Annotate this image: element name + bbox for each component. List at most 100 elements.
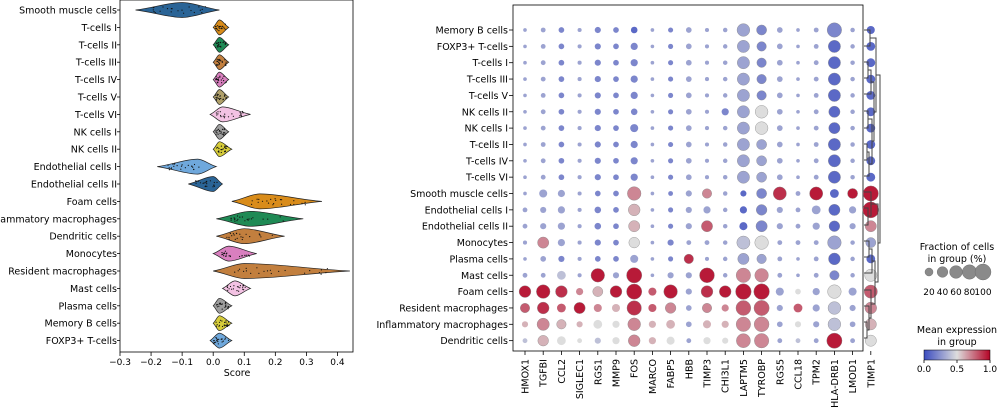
dot — [793, 303, 803, 313]
violin-point — [218, 63, 220, 65]
violin-point — [215, 131, 217, 133]
violin-point — [225, 325, 227, 327]
dot — [756, 204, 768, 216]
dendro-link — [876, 74, 881, 244]
violin-point — [250, 272, 252, 274]
violin-point — [170, 11, 172, 13]
dot — [628, 237, 640, 249]
dot — [754, 268, 769, 283]
dotplot-gene-label: FOS — [630, 359, 641, 378]
violin-point — [237, 270, 239, 272]
violin-point — [216, 324, 218, 326]
dot — [592, 286, 604, 297]
dot — [722, 273, 728, 278]
dot — [523, 93, 527, 98]
violin-point — [245, 233, 247, 235]
dot — [668, 76, 674, 82]
violin-point — [227, 308, 229, 310]
dot — [866, 42, 876, 51]
violin-body — [188, 176, 224, 192]
dotplot-row-label: NK cells I — [465, 124, 508, 135]
violin-point — [215, 321, 217, 323]
dot — [850, 256, 855, 262]
violin-point — [221, 341, 223, 343]
violin-point — [176, 165, 178, 167]
dot — [776, 304, 783, 312]
dot — [650, 28, 655, 32]
size-legend-dot — [924, 267, 934, 277]
dot — [612, 320, 620, 328]
dot — [540, 76, 546, 82]
dot — [813, 109, 819, 115]
violin-category-label: Plasma cells — [58, 301, 117, 312]
dot — [685, 190, 692, 197]
violin-point — [234, 271, 236, 273]
violin-point — [215, 341, 217, 343]
dot — [594, 206, 602, 214]
violin-point — [278, 270, 280, 272]
dot — [776, 206, 783, 213]
dot — [613, 190, 619, 197]
violin-point — [193, 11, 195, 14]
violin-point — [225, 63, 227, 65]
dot — [685, 59, 692, 66]
dot — [722, 76, 728, 82]
dot — [813, 256, 819, 262]
violin-point — [242, 286, 244, 288]
dot — [518, 285, 532, 298]
dot — [522, 240, 528, 245]
dot — [628, 334, 641, 347]
dot — [536, 284, 551, 299]
violin-point — [168, 169, 170, 171]
dot — [613, 76, 619, 82]
violin-point — [224, 82, 226, 84]
dot — [650, 142, 655, 147]
dot — [722, 191, 728, 196]
dot — [557, 303, 566, 313]
violin-point — [224, 250, 226, 252]
dot — [828, 56, 841, 70]
violin-point — [222, 148, 224, 150]
dot — [701, 220, 713, 233]
dot — [650, 158, 655, 163]
dot — [700, 285, 714, 298]
dot — [613, 256, 619, 262]
dot — [577, 109, 582, 114]
dot — [650, 93, 655, 98]
violin-body — [212, 19, 230, 36]
violin-point — [228, 255, 230, 257]
dot — [668, 174, 674, 180]
violin-axes-frame — [119, 0, 354, 353]
violin-point — [217, 59, 220, 61]
dot — [722, 27, 728, 33]
dot — [558, 27, 565, 33]
violin-point — [221, 25, 224, 27]
dot — [668, 125, 674, 131]
dot — [722, 93, 728, 98]
violin-point — [170, 8, 172, 10]
violin-point — [199, 9, 201, 11]
violin-point — [217, 304, 219, 306]
dot — [594, 337, 601, 344]
dot — [577, 142, 582, 147]
dot — [850, 27, 855, 33]
violin-point — [221, 133, 223, 135]
violin-point — [228, 325, 230, 327]
violin-point — [223, 75, 225, 77]
dot — [850, 76, 855, 82]
violin-point — [216, 147, 218, 149]
dot — [704, 27, 710, 33]
size-legend-label: 100 — [974, 288, 991, 298]
dot — [540, 142, 546, 147]
dot — [594, 222, 602, 230]
violin-point — [223, 28, 225, 30]
dot — [776, 43, 783, 50]
violin-point — [205, 181, 207, 183]
colorbar-tick-label: 1.0 — [983, 365, 998, 375]
violin-body — [221, 280, 252, 297]
dot — [594, 256, 601, 262]
dot — [557, 206, 565, 214]
dot — [648, 303, 657, 313]
violin-point — [213, 185, 215, 187]
dot — [850, 158, 855, 164]
